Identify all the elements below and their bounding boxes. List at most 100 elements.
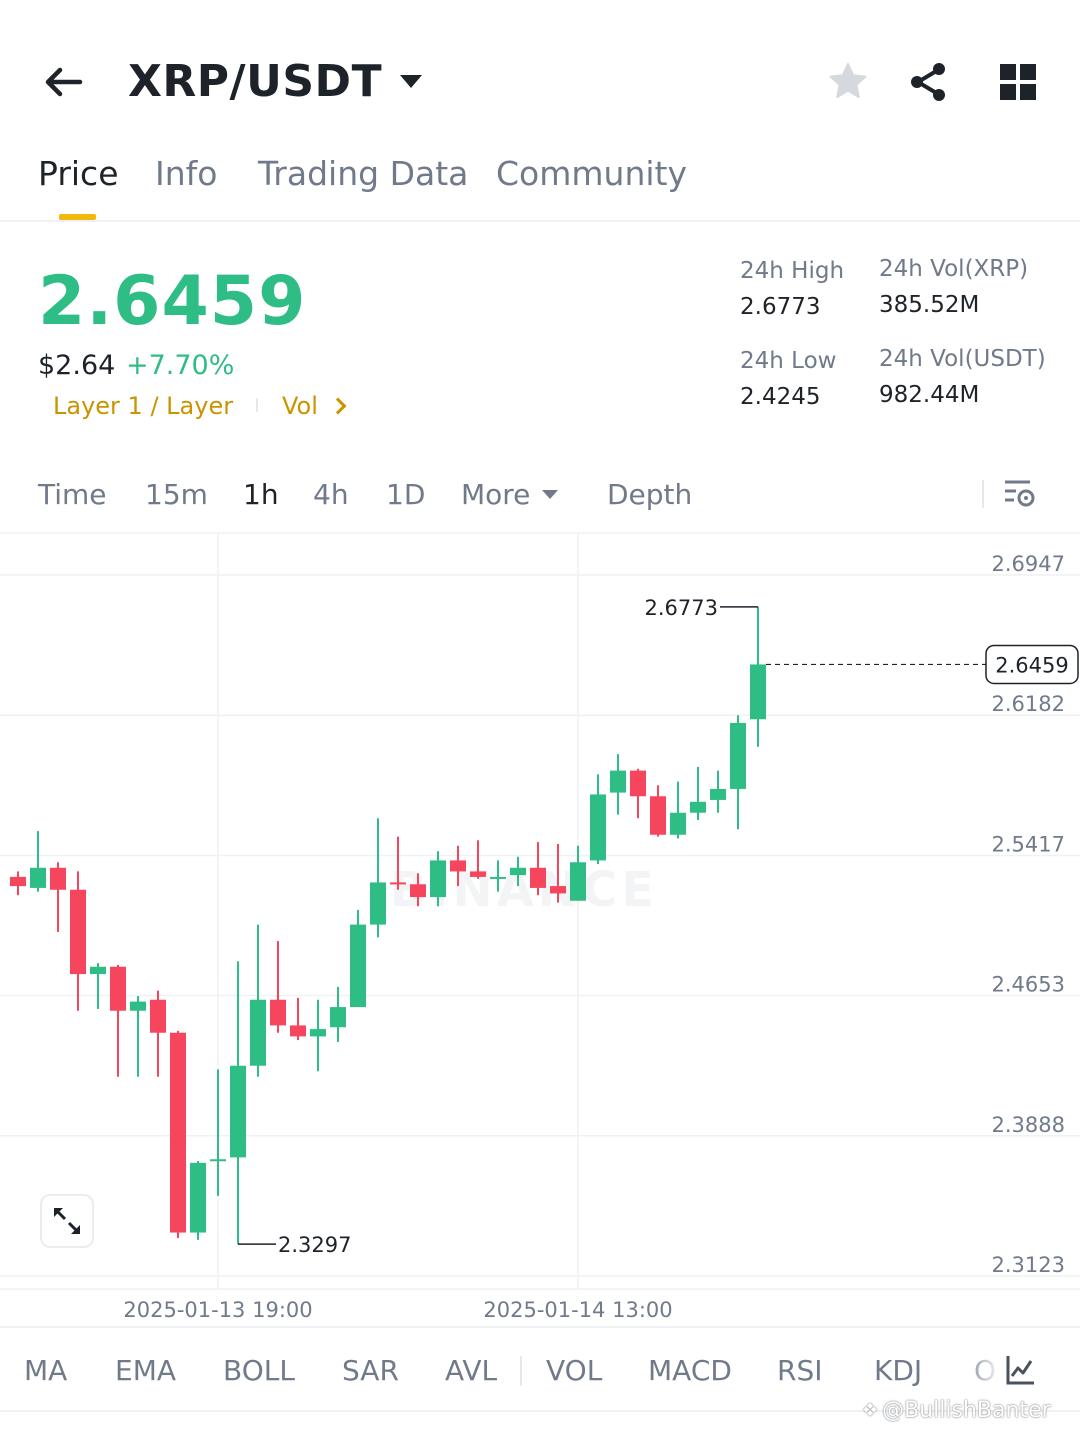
candle: [330, 986, 346, 1042]
interval-1h[interactable]: 1h: [243, 478, 279, 511]
active-tab-indicator: [59, 214, 96, 220]
tab-info[interactable]: Info: [155, 154, 218, 193]
candle: [590, 774, 606, 865]
candle: [530, 842, 546, 896]
depth-tab[interactable]: Depth: [607, 478, 693, 511]
candle-body: [450, 860, 466, 872]
candle-body: [350, 924, 366, 1008]
indicator-settings-icon[interactable]: [1004, 1354, 1036, 1386]
max-price-label: 2.6773: [645, 596, 718, 620]
candle: [190, 1161, 206, 1240]
candle-body: [690, 801, 706, 813]
candle-body: [590, 794, 606, 861]
y-tick-label: 2.6182: [992, 692, 1065, 716]
y-tick-label: 2.3888: [992, 1113, 1065, 1137]
candle-body: [330, 1007, 346, 1028]
grid-lines: [0, 534, 1080, 1290]
candle: [230, 961, 246, 1245]
tab-trading-data[interactable]: Trading Data: [258, 154, 469, 193]
x-tick-label: 2025-01-13 19:00: [123, 1298, 312, 1322]
candle: [50, 862, 66, 932]
interval-4h[interactable]: 4h: [313, 478, 349, 511]
candle-body: [550, 886, 566, 894]
fullscreen-button[interactable]: [40, 1194, 94, 1248]
interval-time[interactable]: Time: [38, 478, 107, 511]
caret-down-icon: [542, 490, 559, 499]
candle: [450, 845, 466, 887]
candle-body: [230, 1065, 246, 1158]
category-tag-link[interactable]: Layer 1 / Layer: [53, 392, 234, 420]
indicator-macd[interactable]: MACD: [648, 1354, 732, 1387]
candle-body: [150, 999, 166, 1033]
indicator-ema[interactable]: EMA: [115, 1354, 177, 1387]
candle: [510, 856, 526, 887]
candle: [270, 941, 286, 1033]
candle: [730, 715, 746, 830]
candle-body: [290, 1025, 306, 1037]
indicator-kdj[interactable]: KDJ: [874, 1354, 923, 1387]
candle-body: [270, 999, 286, 1026]
indicator-boll[interactable]: BOLL: [223, 1354, 295, 1387]
candle-body: [130, 1001, 146, 1011]
candle-body: [390, 882, 406, 885]
candle-body: [170, 1032, 186, 1233]
indicator-ma[interactable]: MA: [24, 1354, 68, 1387]
y-tick-label: 2.4653: [992, 973, 1065, 997]
tab-price[interactable]: Price: [38, 154, 119, 193]
candle: [430, 851, 446, 907]
candle-body: [70, 889, 86, 975]
candle-body: [30, 867, 46, 888]
credit-logo-icon: ❖: [862, 1400, 879, 1421]
candle-body: [570, 862, 586, 901]
indicator-sar[interactable]: SAR: [342, 1354, 399, 1387]
usd-price: $2.64: [38, 350, 116, 381]
candle: [30, 831, 46, 892]
divider: [0, 1410, 1080, 1412]
pair-selector[interactable]: XRP/USDT: [128, 56, 423, 107]
candle-body: [190, 1162, 206, 1233]
star-icon[interactable]: [826, 60, 870, 104]
x-tick-label: 2025-01-14 13:00: [483, 1298, 672, 1322]
min-price-label: 2.3297: [278, 1233, 351, 1257]
indicator-vol[interactable]: VOL: [546, 1354, 603, 1387]
chevron-right-icon: [329, 397, 347, 415]
candle: [90, 963, 106, 1009]
interval-1d[interactable]: 1D: [386, 478, 426, 511]
candle-body: [730, 722, 746, 789]
vol-link[interactable]: Vol: [282, 392, 347, 420]
share-icon[interactable]: [906, 60, 950, 104]
divider: [0, 220, 1080, 222]
candle: [70, 871, 86, 1011]
credit-text: @BullishBanter: [882, 1398, 1051, 1423]
candle: [310, 999, 326, 1072]
candle: [390, 836, 406, 890]
tab-community[interactable]: Community: [496, 154, 687, 193]
grid-icon[interactable]: [998, 62, 1038, 102]
candle: [630, 768, 646, 819]
candle: [610, 754, 626, 815]
candle: [410, 873, 426, 907]
divider: [520, 1356, 522, 1386]
vol-base-label: 24h Vol(XRP): [879, 256, 1029, 282]
candle-body: [250, 999, 266, 1066]
interval-15m[interactable]: 15m: [145, 478, 208, 511]
chart-settings-icon[interactable]: [1002, 476, 1038, 512]
interval-more-label: More: [461, 478, 531, 511]
chart-labels: 2.6947 2.6182 2.5417 2.4653 2.3888 2.3123 2025…: [123, 552, 1079, 1322]
candle-body: [10, 876, 26, 887]
indicator-rsi[interactable]: RSI: [777, 1354, 823, 1387]
candle: [490, 860, 506, 892]
candlestick-chart[interactable]: 2.6947 2.6182 2.5417 2.4653 2.3888 2.3123 2025…: [0, 534, 1080, 1324]
low-24h-label: 24h Low: [740, 348, 837, 374]
candle: [550, 843, 566, 903]
current-price-badge: [985, 644, 1079, 685]
high-24h-label: 24h High: [740, 258, 845, 284]
candle-body: [50, 867, 66, 890]
vol-base-value: 385.52M: [879, 292, 980, 318]
indicator-avl[interactable]: AVL: [445, 1354, 498, 1387]
interval-more-dropdown[interactable]: More: [461, 478, 559, 511]
back-arrow-icon[interactable]: [40, 58, 88, 106]
candle: [350, 909, 366, 1008]
candle-body: [430, 860, 446, 898]
candle-body: [490, 876, 506, 879]
